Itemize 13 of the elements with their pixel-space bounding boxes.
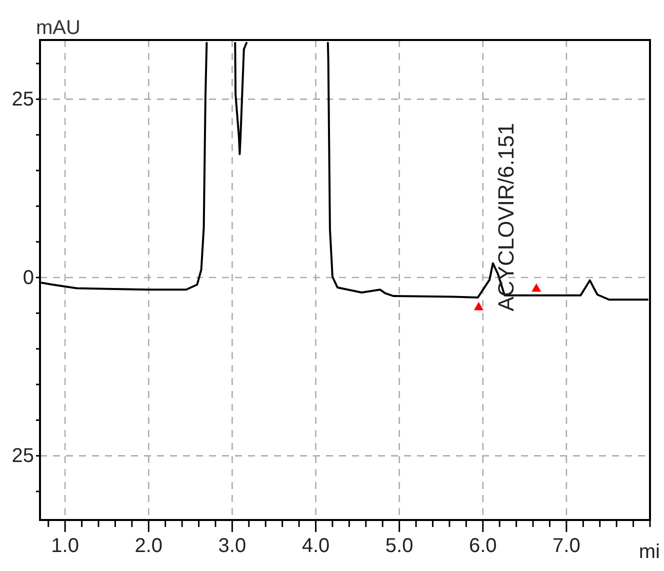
annotation: ACYCLOVIR/6.151 — [493, 122, 518, 312]
x-tick-label: 2.0 — [134, 535, 163, 558]
x-tick-label: 6.0 — [468, 535, 497, 558]
x-tick-label: 3.0 — [218, 535, 246, 558]
y-tick-label: 25 — [12, 88, 34, 111]
x-tick-label: 4.0 — [302, 535, 330, 558]
x-axis-title: mi — [638, 541, 660, 563]
x-tick-label: 5.0 — [385, 535, 414, 558]
x-tick-label: 7.0 — [552, 535, 580, 558]
y-tick-label: 25 — [12, 445, 34, 468]
y-axis-title: mAU — [36, 17, 80, 39]
y-tick-label: 0 — [22, 266, 34, 289]
x-tick-label: 1.0 — [51, 535, 79, 558]
